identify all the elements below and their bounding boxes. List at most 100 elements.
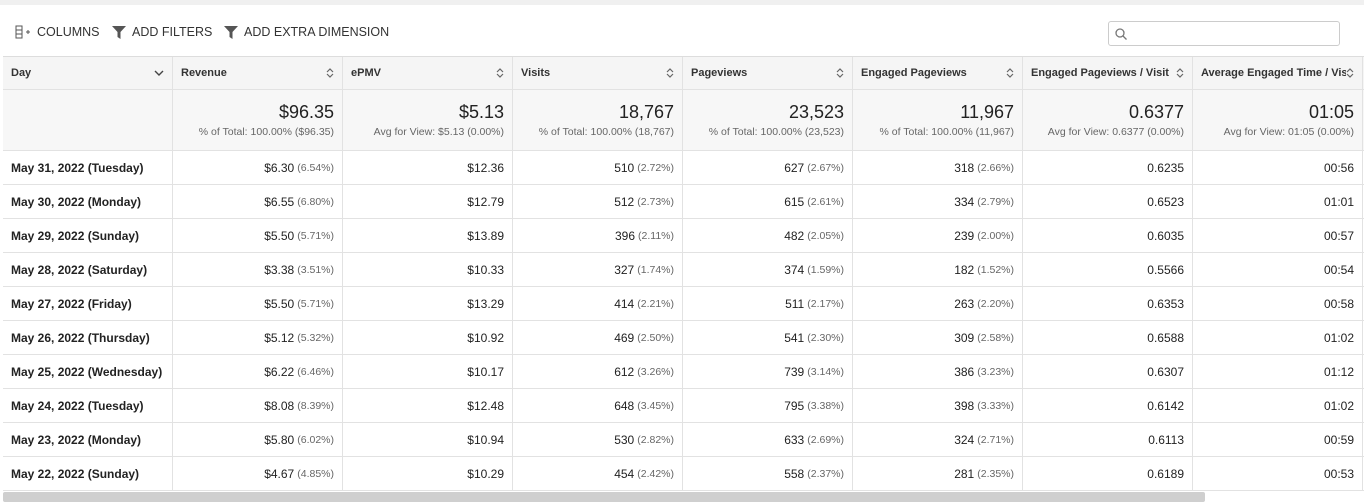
column-header[interactable]: ePMV <box>343 57 513 89</box>
metric-value: 324 <box>954 432 975 447</box>
filters-button[interactable]: ADD FILTERS <box>112 25 212 39</box>
metric-value: 739 <box>784 364 805 379</box>
share-percent: (2.11%) <box>638 229 674 242</box>
metric-cell: $6.22 (6.46%) <box>173 355 343 388</box>
column-title: Average Engaged Time / Visit <box>1201 67 1347 79</box>
share-percent: (2.50%) <box>637 331 674 344</box>
column-header[interactable]: Day <box>3 57 173 89</box>
share-percent: (2.71%) <box>977 433 1014 446</box>
share-percent: (3.45%) <box>637 399 674 412</box>
metric-cell: 281 (2.35%) <box>853 457 1023 490</box>
column-header[interactable]: Engaged Pageviews <box>853 57 1023 89</box>
column-header[interactable]: Pageviews <box>683 57 853 89</box>
totals-cell: 23,523 % of Total: 100.00% (23,523) <box>683 90 853 150</box>
button-label: ADD EXTRA DIMENSION <box>244 25 390 39</box>
metric-value: $5.12 <box>264 330 295 345</box>
columns-icon <box>15 25 30 39</box>
metric-value: 00:54 <box>1323 262 1354 277</box>
metric-cell: 396 (2.11%) <box>513 219 683 252</box>
share-percent: (6.02%) <box>297 433 334 446</box>
metric-cell: 0.5566 <box>1023 253 1193 286</box>
metric-value: 374 <box>784 262 805 277</box>
scrollbar[interactable] <box>3 492 1205 502</box>
metric-cell: $12.48 <box>343 389 513 422</box>
data-row: May 23, 2022 (Monday) $5.80 (6.02%) $10.94 5… <box>3 423 1364 457</box>
metric-value: 627 <box>784 160 805 175</box>
totals-row: $96.35 % of Total: 100.00% ($96.35) $5.13 A… <box>3 90 1364 151</box>
day-cell: May 27, 2022 (Friday) <box>3 287 173 320</box>
metric-cell: 795 (3.38%) <box>683 389 853 422</box>
metric-cell: 530 (2.82%) <box>513 423 683 456</box>
button-label: ADD FILTERS <box>132 25 213 39</box>
data-row: May 25, 2022 (Wednesday) $6.22 (6.46%) $10.… <box>3 355 1364 389</box>
metric-cell: 0.6588 <box>1023 321 1193 354</box>
metric-value: 00:58 <box>1323 296 1354 311</box>
metric-value: 0.6523 <box>1147 194 1184 209</box>
column-header[interactable]: Revenue <box>173 57 343 89</box>
metric-value: 615 <box>784 194 805 209</box>
data-row: May 31, 2022 (Tuesday) $6.30 (6.54%) $12.36… <box>3 151 1364 185</box>
metric-cell: 512 (2.73%) <box>513 185 683 218</box>
share-percent: (2.79%) <box>977 195 1014 208</box>
metric-value: $13.29 <box>467 296 504 311</box>
metric-value: 0.6142 <box>1147 398 1184 413</box>
data-row: May 26, 2022 (Thursday) $5.12 (5.32%) $10.9… <box>3 321 1364 355</box>
metric-value: 182 <box>954 262 975 277</box>
metric-value: 0.5566 <box>1147 262 1184 277</box>
day-cell: May 30, 2022 (Monday) <box>3 185 173 218</box>
share-percent: (1.59%) <box>807 263 844 276</box>
total-note: % of Total: 100.00% ($96.35) <box>198 126 334 138</box>
metric-cell: 01:12 <box>1193 355 1363 388</box>
metric-value: 612 <box>614 364 635 379</box>
metric-cell: $12.36 <box>343 151 513 184</box>
metric-value: $10.17 <box>467 364 504 379</box>
metric-cell: 739 (3.14%) <box>683 355 853 388</box>
metric-value: $8.08 <box>264 398 295 413</box>
metric-value: $6.22 <box>264 364 295 379</box>
column-header[interactable]: Average Engaged Time / Visit <box>1193 57 1363 89</box>
metric-cell: $5.12 (5.32%) <box>173 321 343 354</box>
metric-value: 0.6235 <box>1147 160 1184 175</box>
share-percent: (2.69%) <box>807 433 844 446</box>
metric-value: 511 <box>785 296 805 311</box>
columns-button[interactable]: COLUMNS <box>15 25 100 39</box>
sort-icon <box>496 68 504 78</box>
sort-icon <box>1006 68 1014 78</box>
metric-cell: 0.6523 <box>1023 185 1193 218</box>
share-percent: (2.82%) <box>637 433 674 446</box>
dimension-button[interactable]: ADD EXTRA DIMENSION <box>224 25 389 39</box>
column-title: ePMV <box>351 67 381 79</box>
metric-cell: 482 (2.05%) <box>683 219 853 252</box>
column-header[interactable]: Visits <box>513 57 683 89</box>
sort-icon <box>666 68 674 78</box>
column-header[interactable]: Engaged Pageviews / Visit <box>1023 57 1193 89</box>
metric-value: 530 <box>614 432 635 447</box>
metric-value: 00:59 <box>1323 432 1354 447</box>
share-percent: (3.23%) <box>977 365 1014 378</box>
metric-cell: $5.50 (5.71%) <box>173 287 343 320</box>
search-input[interactable] <box>1108 21 1340 46</box>
metric-value: 0.6035 <box>1147 228 1184 243</box>
share-percent: (2.58%) <box>977 331 1014 344</box>
metric-value: 318 <box>954 160 975 175</box>
metric-value: 263 <box>954 296 975 311</box>
metric-value: 00:56 <box>1323 160 1354 175</box>
column-title: Pageviews <box>691 67 748 79</box>
metric-cell: 454 (2.42%) <box>513 457 683 490</box>
metric-cell: 648 (3.45%) <box>513 389 683 422</box>
metric-cell: $10.17 <box>343 355 513 388</box>
metric-value: $5.50 <box>264 228 295 243</box>
totals-cell <box>3 90 173 150</box>
metric-cell: $5.80 (6.02%) <box>173 423 343 456</box>
data-row: May 22, 2022 (Sunday) $4.67 (4.85%) $10.29 4… <box>3 457 1364 491</box>
share-percent: (2.73%) <box>637 195 674 208</box>
metric-cell: 318 (2.66%) <box>853 151 1023 184</box>
day-cell: May 29, 2022 (Sunday) <box>3 219 173 252</box>
total-note: Avg for View: 0.6377 (0.00%) <box>1047 126 1184 138</box>
metric-value: 01:02 <box>1323 330 1354 345</box>
data-row: May 28, 2022 (Saturday) $3.38 (3.51%) $10.3… <box>3 253 1364 287</box>
data-row: May 30, 2022 (Monday) $6.55 (6.80%) $12.79 5… <box>3 185 1364 219</box>
share-percent: (1.52%) <box>977 263 1014 276</box>
header-row: Day Revenue ePMV Visits Pageviews Engaged Pag… <box>3 56 1364 90</box>
